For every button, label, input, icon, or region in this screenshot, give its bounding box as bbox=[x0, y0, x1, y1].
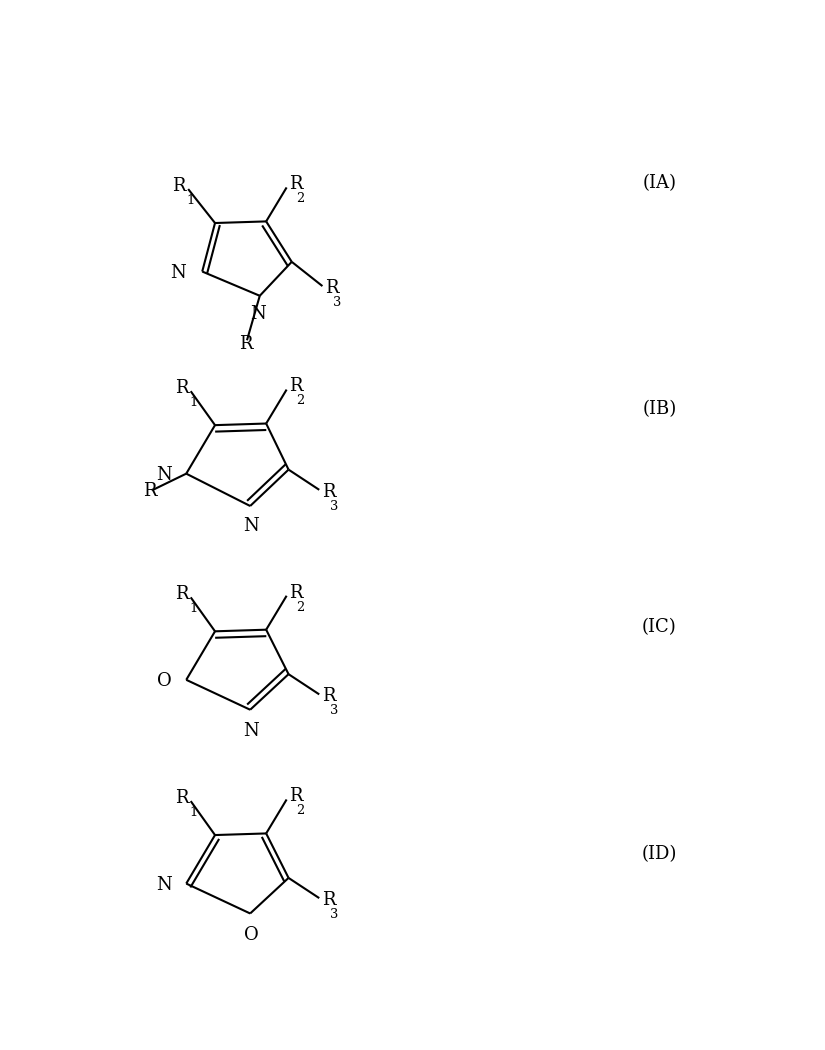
Text: R: R bbox=[322, 891, 336, 909]
Text: (IB): (IB) bbox=[642, 400, 676, 418]
Text: 2: 2 bbox=[296, 395, 304, 407]
Text: 3: 3 bbox=[330, 500, 338, 512]
Text: 2: 2 bbox=[296, 601, 304, 613]
Text: 1: 1 bbox=[189, 396, 197, 410]
Text: O: O bbox=[244, 926, 259, 944]
Text: R: R bbox=[175, 790, 189, 807]
Text: (IC): (IC) bbox=[642, 618, 676, 636]
Text: 3: 3 bbox=[332, 296, 342, 310]
Text: R: R bbox=[289, 175, 302, 193]
Text: R: R bbox=[239, 335, 252, 353]
Text: R: R bbox=[289, 788, 302, 805]
Text: 2: 2 bbox=[296, 192, 304, 206]
Text: R: R bbox=[322, 483, 336, 501]
Text: 3: 3 bbox=[330, 908, 338, 921]
Text: R: R bbox=[322, 688, 336, 706]
Text: R: R bbox=[172, 177, 186, 195]
Text: R: R bbox=[144, 482, 157, 500]
Text: R: R bbox=[289, 584, 302, 602]
Text: 1: 1 bbox=[189, 603, 197, 615]
Text: (ID): (ID) bbox=[642, 844, 677, 863]
Text: N: N bbox=[171, 265, 186, 282]
Text: N: N bbox=[243, 518, 259, 536]
Text: R: R bbox=[325, 279, 338, 297]
Text: 2: 2 bbox=[296, 804, 304, 817]
Text: 3: 3 bbox=[330, 705, 338, 717]
Text: R: R bbox=[289, 377, 302, 396]
Text: N: N bbox=[251, 306, 266, 323]
Text: N: N bbox=[157, 876, 172, 895]
Text: N: N bbox=[243, 721, 259, 740]
Text: N: N bbox=[157, 466, 172, 484]
Text: R: R bbox=[175, 585, 189, 604]
Text: 1: 1 bbox=[189, 806, 197, 819]
Text: O: O bbox=[158, 672, 172, 691]
Text: R: R bbox=[175, 379, 189, 397]
Text: (IA): (IA) bbox=[643, 173, 676, 191]
Text: 1: 1 bbox=[186, 194, 195, 207]
